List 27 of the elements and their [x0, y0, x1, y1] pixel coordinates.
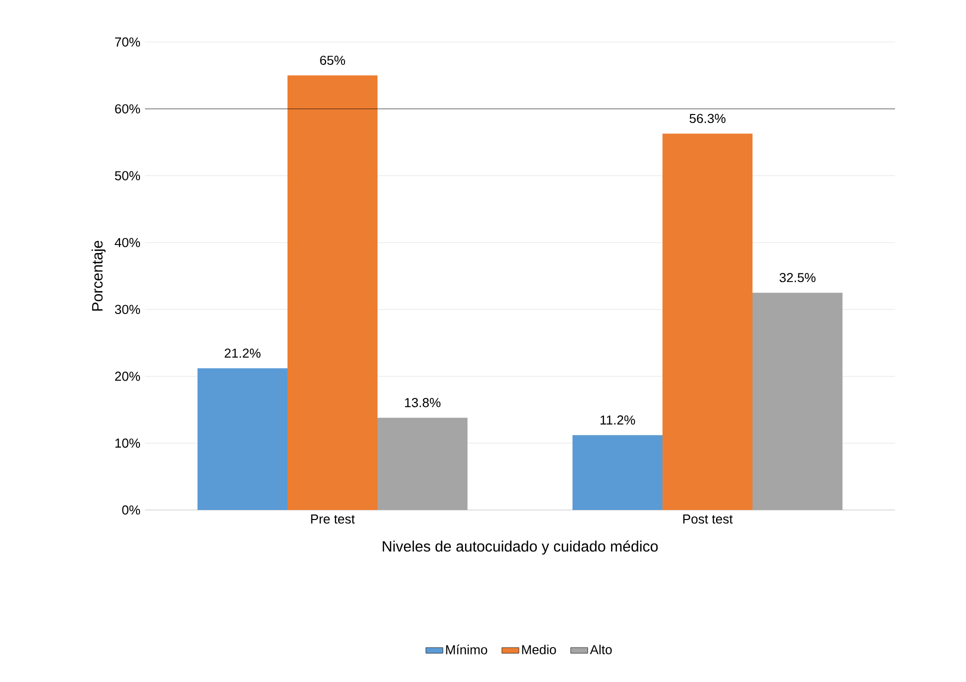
legend-label: Alto [590, 644, 612, 654]
y-axis-title: Porcentaje [92, 240, 106, 311]
data-label: 56.3% [690, 114, 726, 124]
y-tick-label: 10% [115, 438, 140, 448]
bar [572, 435, 663, 510]
bar [288, 75, 378, 510]
bar [662, 134, 753, 510]
y-tick-label: 0% [122, 505, 140, 515]
y-tick-label: 40% [114, 238, 140, 248]
y-tick-label: 50% [114, 171, 140, 180]
x-axis-title: Niveles de autocuidado y cuidado médico [382, 540, 658, 555]
data-label: 13.8% [405, 398, 440, 408]
data-label: 32.5% [780, 272, 816, 282]
y-tick-label: 70% [115, 37, 140, 47]
x-tick-label: Post test [683, 514, 733, 524]
bar [378, 418, 468, 510]
data-label: 11.2% [600, 415, 635, 425]
y-tick-label: 20% [115, 372, 140, 381]
y-tick-label: 60% [115, 104, 140, 114]
bar [752, 292, 843, 510]
data-label: 65% [320, 56, 346, 65]
y-tick-label: 30% [114, 304, 140, 314]
x-tick-label: Pre test [311, 514, 355, 524]
data-label: 21.2% [224, 348, 260, 358]
legend-label: Mínimo [446, 644, 488, 654]
bar [198, 368, 288, 510]
legend-label: Medio [522, 644, 556, 654]
